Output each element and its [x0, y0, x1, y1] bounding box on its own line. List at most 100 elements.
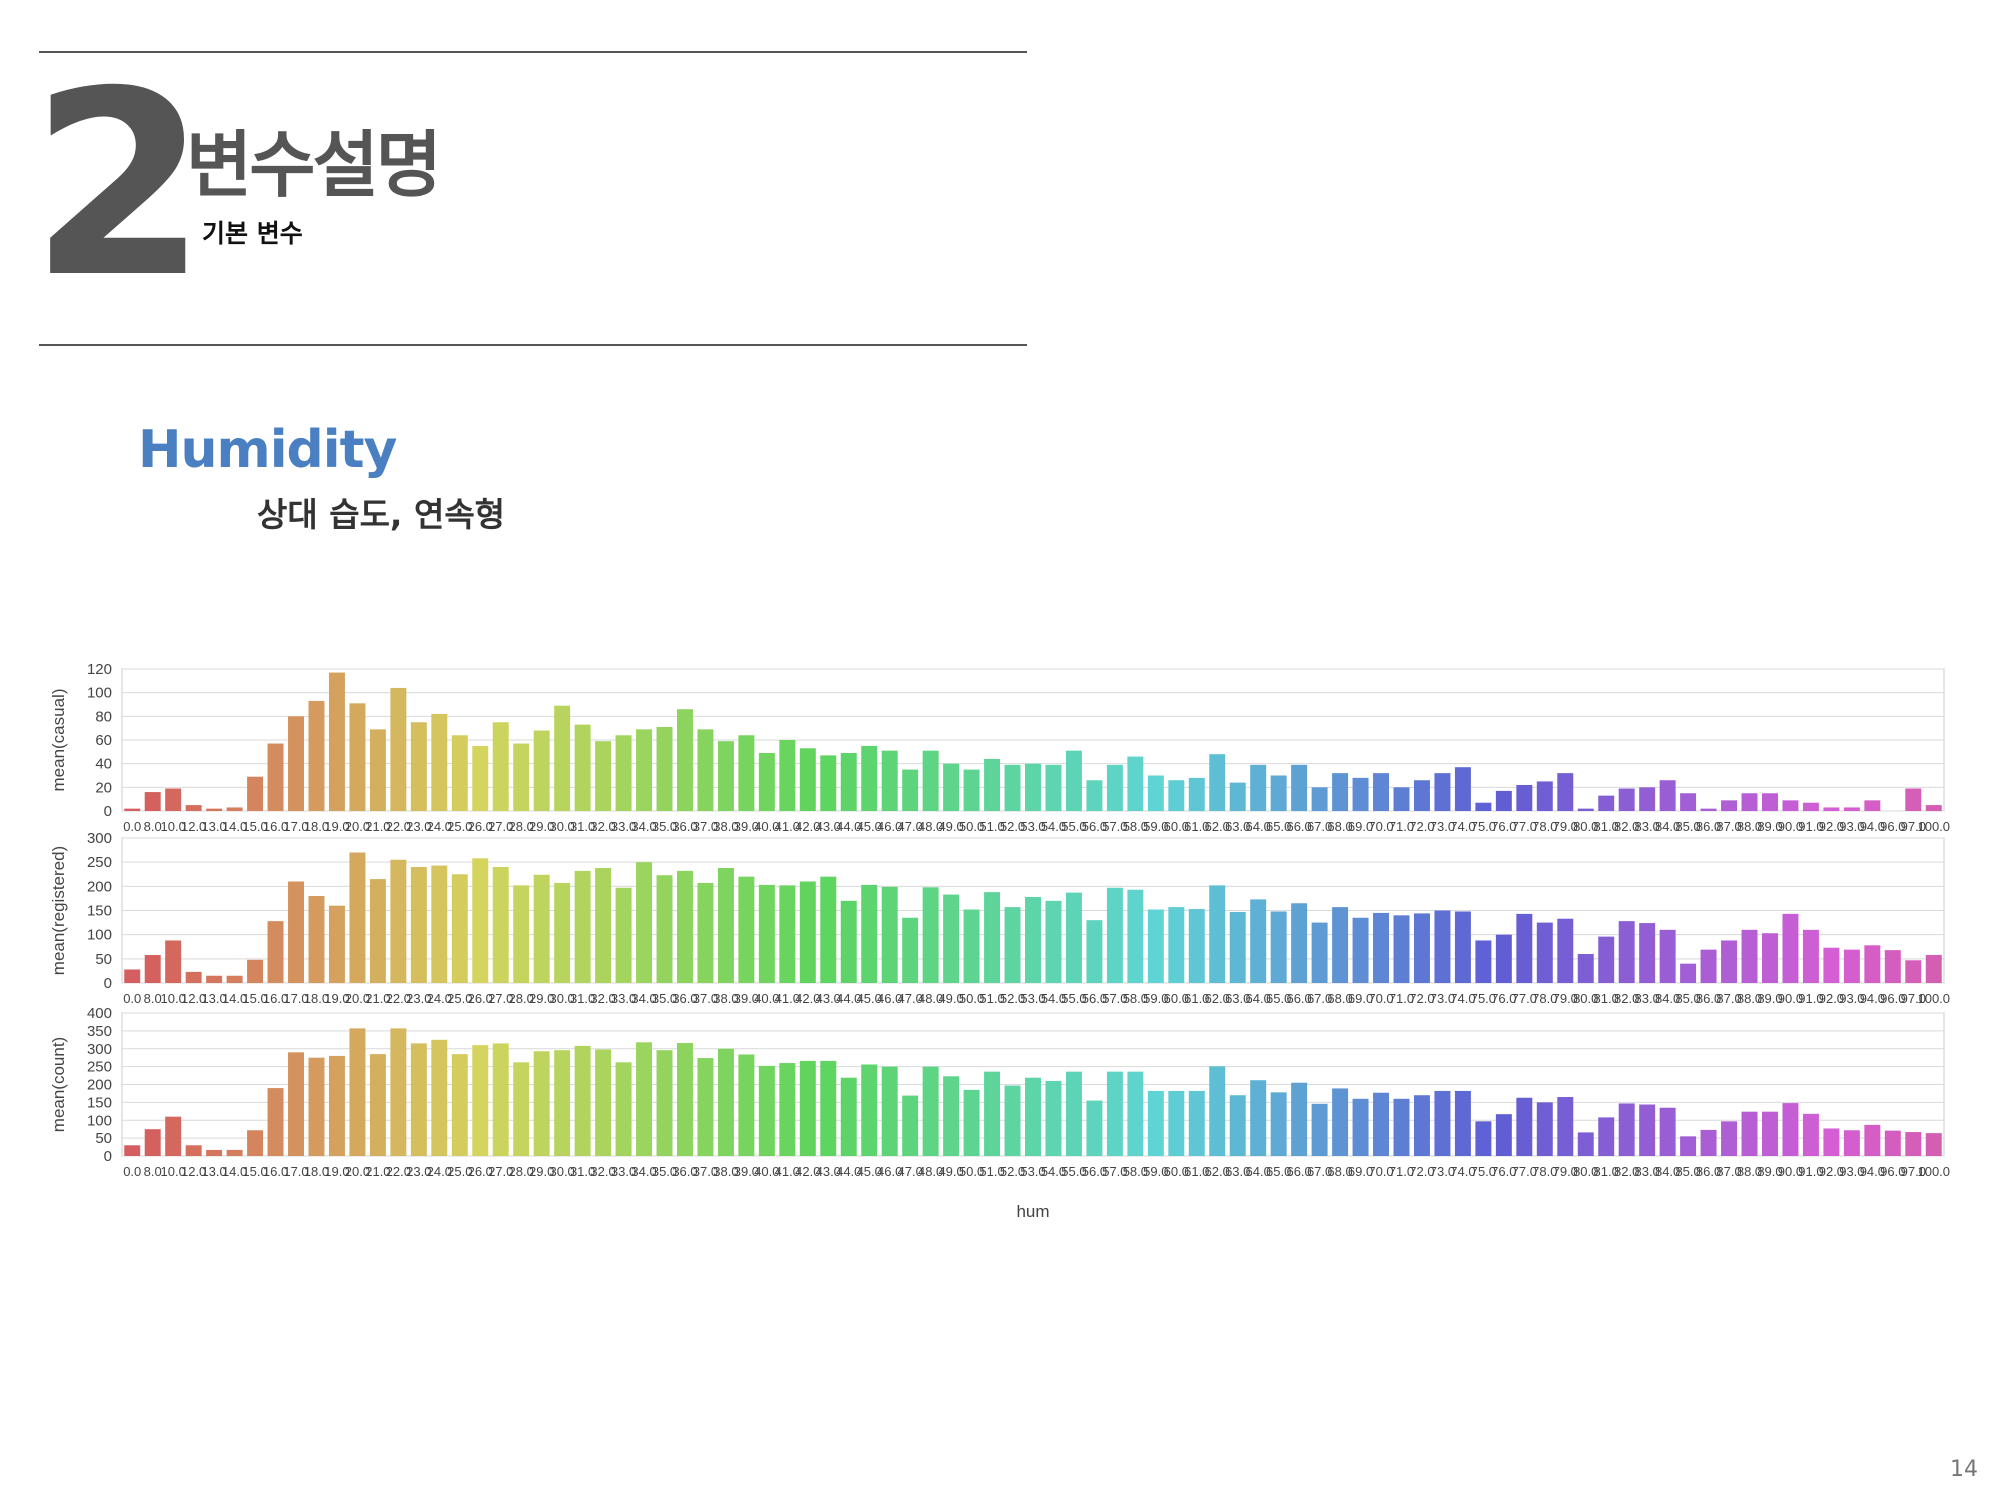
bar [964, 910, 980, 983]
y-tick-label: 250 [87, 854, 112, 871]
bar [759, 1066, 775, 1156]
bar [1312, 1104, 1328, 1156]
bar [1803, 1114, 1819, 1156]
bar [493, 867, 509, 983]
y-tick-label: 150 [87, 903, 112, 920]
bar [1230, 912, 1246, 983]
bar [1701, 950, 1717, 983]
bar [1005, 907, 1021, 983]
y-tick-label: 0 [104, 803, 112, 820]
bar [1394, 787, 1410, 811]
bar [882, 1067, 898, 1156]
bar [513, 885, 529, 983]
bar [636, 862, 652, 983]
bar [1701, 1130, 1717, 1156]
bar [1250, 899, 1266, 983]
bar [1373, 913, 1389, 983]
bar [534, 1051, 550, 1156]
bar [657, 875, 673, 983]
bar [1005, 1086, 1021, 1156]
bar [657, 1050, 673, 1156]
bar [1127, 1072, 1143, 1156]
bar [452, 735, 468, 811]
bar [513, 1062, 529, 1156]
bar [616, 735, 632, 811]
bar [1823, 948, 1839, 983]
bar [165, 940, 181, 983]
bar [595, 868, 611, 983]
bar [1209, 1066, 1225, 1156]
y-tick-label: 200 [87, 878, 112, 895]
bar [738, 735, 754, 811]
bar [616, 888, 632, 983]
bar [984, 1072, 1000, 1156]
bar [1250, 765, 1266, 811]
x-tick-label: 100.0 [1917, 991, 1950, 1006]
bar [820, 877, 836, 983]
bar [1701, 809, 1717, 811]
bar [1434, 773, 1450, 811]
bar [1025, 1078, 1041, 1156]
bar [964, 770, 980, 811]
bar [636, 729, 652, 811]
bar [411, 722, 427, 811]
bar [1312, 923, 1328, 983]
panel-2: 050100150200250300mean(registered)0.0 8.0… [49, 830, 1950, 1006]
bar [616, 1062, 632, 1156]
bar [411, 1043, 427, 1156]
y-tick-label: 50 [95, 1130, 112, 1147]
y-tick-label: 350 [87, 1023, 112, 1040]
bar [268, 744, 284, 811]
bar [1864, 945, 1880, 983]
bar [1127, 757, 1143, 811]
bar [1578, 1132, 1594, 1156]
bar [1414, 1095, 1430, 1156]
bar [472, 746, 488, 811]
bar [1209, 885, 1225, 983]
y-tick-label: 60 [95, 732, 112, 749]
bar [1086, 920, 1102, 983]
bar [697, 1058, 713, 1156]
x-tick-label: 8.0 [144, 819, 162, 834]
bar [513, 744, 529, 811]
bar [575, 725, 591, 811]
y-tick-label: 300 [87, 1041, 112, 1058]
x-tick-label: 100.0 [1917, 819, 1950, 834]
bar [636, 1042, 652, 1156]
bar [1864, 800, 1880, 811]
bar [759, 885, 775, 983]
bar [1598, 1117, 1614, 1156]
bar [779, 740, 795, 811]
bar [1844, 807, 1860, 811]
bar [697, 883, 713, 983]
bar [800, 1061, 816, 1156]
y-axis-label: mean(count) [49, 1037, 68, 1132]
bar [1291, 903, 1307, 983]
bar [984, 759, 1000, 811]
bar [1639, 1105, 1655, 1156]
bar [1373, 1093, 1389, 1156]
bar [861, 1064, 877, 1156]
bar [206, 1150, 222, 1156]
bar [227, 807, 243, 811]
y-tick-label: 100 [87, 685, 112, 702]
y-tick-label: 20 [95, 779, 112, 796]
bar [1230, 783, 1246, 811]
bar [1660, 780, 1676, 811]
bar [1619, 1103, 1635, 1156]
bar [1353, 918, 1369, 983]
bar [1823, 1128, 1839, 1156]
y-tick-label: 40 [95, 756, 112, 773]
bar [186, 972, 202, 983]
bar [1414, 913, 1430, 983]
bar [1619, 921, 1635, 983]
bar [1557, 773, 1573, 811]
bar [1332, 907, 1348, 983]
bar [431, 714, 447, 811]
y-tick-label: 250 [87, 1059, 112, 1076]
bar [1107, 888, 1123, 983]
bar [186, 1145, 202, 1156]
bar [124, 969, 140, 983]
bar [718, 741, 734, 811]
